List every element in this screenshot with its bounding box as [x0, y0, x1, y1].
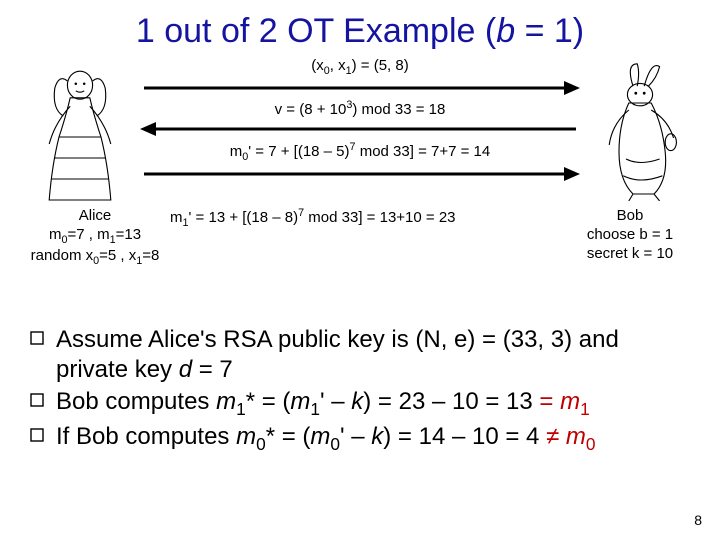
- bob-illustration: [598, 61, 682, 201]
- bullet-list: Assume Alice's RSA public key is (N, e) …: [30, 325, 690, 458]
- row2-label: v = (8 + 103) mod 33 = 18: [140, 99, 580, 118]
- bullet-text: Bob computes m1* = (m1' – k) = 23 – 10 =…: [56, 387, 590, 420]
- arrow-right-icon: [140, 79, 580, 97]
- page-number: 8: [694, 512, 702, 528]
- slide-title: 1 out of 2 OT Example (b = 1): [0, 0, 720, 57]
- bullet-item: If Bob computes m0* = (m0' – k) = 14 – 1…: [30, 422, 690, 455]
- bullet-item: Bob computes m1* = (m1' – k) = 23 – 10 =…: [30, 387, 690, 420]
- arrow-row-2: v = (8 + 103) mod 33 = 18: [140, 99, 580, 138]
- bullet-item: Assume Alice's RSA public key is (N, e) …: [30, 325, 690, 385]
- alice-caption: Alicem0=7 , m1=13random x0=5 , x1=8: [20, 207, 170, 269]
- arrow-row-3: m0' = 7 + [(18 – 5)7 mod 33] = 7+7 = 14: [140, 141, 580, 183]
- arrow-right-icon: [140, 165, 580, 183]
- bullet-text: Assume Alice's RSA public key is (N, e) …: [56, 325, 690, 385]
- alice-illustration: [38, 67, 122, 207]
- bullet-square-icon: [30, 387, 56, 412]
- m1-label: m1' = 13 + [(18 – 8)7 mod 33] = 13+10 = …: [170, 207, 456, 229]
- ot-diagram: (x0, x1) = (5, 8) v = (8 + 103) mod 33 =…: [0, 57, 720, 282]
- bullet-text: If Bob computes m0* = (m0' – k) = 14 – 1…: [56, 422, 596, 455]
- bob-caption: Bobchoose b = 1secret k = 10: [560, 207, 700, 263]
- arrow-left-icon: [140, 120, 580, 138]
- bullet-square-icon: [30, 422, 56, 447]
- bullet-square-icon: [30, 325, 56, 350]
- row3-label: m0' = 7 + [(18 – 5)7 mod 33] = 7+7 = 14: [140, 141, 580, 163]
- arrow-row-1: (x0, x1) = (5, 8): [140, 57, 580, 97]
- row1-label: (x0, x1) = (5, 8): [140, 57, 580, 77]
